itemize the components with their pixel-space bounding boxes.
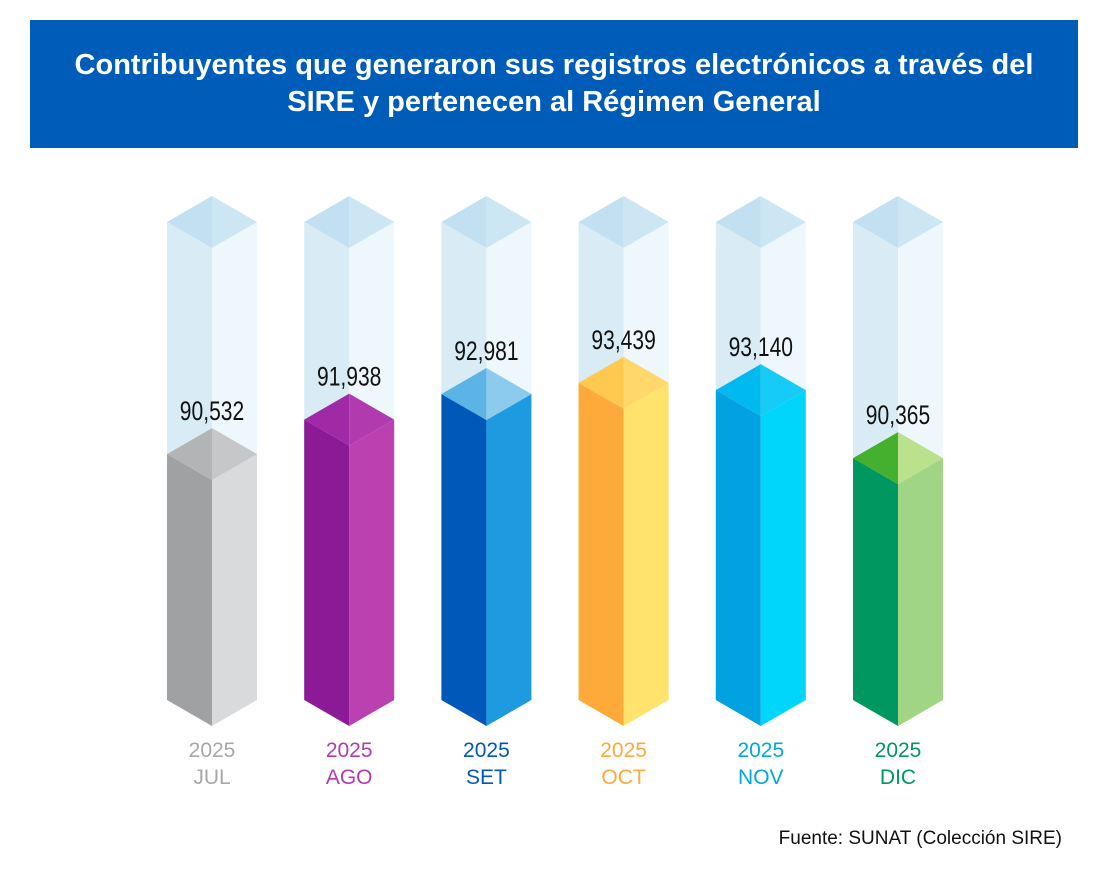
category-year-label: 2025 bbox=[600, 739, 647, 762]
bar-top-right bbox=[623, 356, 669, 409]
ghost-column-top-right bbox=[623, 196, 669, 248]
category-month-label: AGO bbox=[326, 766, 373, 789]
category-month-label: NOV bbox=[738, 766, 784, 789]
bar-side-face bbox=[898, 458, 943, 726]
bar-side-face bbox=[486, 394, 532, 726]
category-year-label: 2025 bbox=[463, 739, 510, 762]
bar-value-label: 91,938 bbox=[317, 362, 381, 392]
bar-value-label: 92,981 bbox=[454, 337, 518, 367]
category-month-label: SET bbox=[466, 766, 507, 789]
ghost-column-top-right bbox=[212, 196, 257, 248]
bar-value-label: 90,532 bbox=[180, 397, 244, 427]
bar-front-face bbox=[304, 419, 350, 726]
ghost-column-top-right bbox=[349, 196, 395, 248]
ghost-column-top-right bbox=[898, 196, 943, 248]
ghost-column-top-left bbox=[853, 196, 898, 248]
category-year-label: 2025 bbox=[326, 739, 373, 762]
category-month-label: OCT bbox=[601, 766, 646, 789]
chart-title: Contribuyentes que generaron sus registr… bbox=[74, 49, 1034, 118]
category-month-label: JUL bbox=[193, 766, 230, 789]
bar-top-right bbox=[349, 393, 395, 446]
bar-side-face bbox=[212, 454, 257, 726]
source-note: Fuente: SUNAT (Colección SIRE) bbox=[778, 828, 1062, 849]
ghost-column-top-left bbox=[578, 196, 624, 248]
category-year-label: 2025 bbox=[875, 739, 922, 762]
bar-side-face bbox=[623, 382, 669, 726]
bar-front-face bbox=[578, 382, 624, 726]
bar-side-face bbox=[349, 419, 395, 726]
bar-top-right bbox=[486, 368, 532, 421]
title-banner: Contribuyentes que generaron sus registr… bbox=[30, 20, 1078, 148]
ghost-column-top-right bbox=[486, 196, 532, 248]
category-year-label: 2025 bbox=[737, 739, 784, 762]
ghost-column-top-left bbox=[715, 196, 761, 248]
bar-top-right bbox=[898, 432, 943, 485]
ghost-column-top-left bbox=[304, 196, 350, 248]
bar-top-left bbox=[578, 356, 624, 409]
bar-top-left bbox=[304, 393, 350, 446]
bar-top-left bbox=[441, 368, 487, 421]
bar-front-face bbox=[167, 454, 212, 726]
bar-value-label: 93,140 bbox=[729, 333, 793, 363]
bar-top-right bbox=[212, 428, 257, 481]
bar-front-face bbox=[853, 458, 898, 726]
bar-top-left bbox=[715, 364, 761, 417]
bar-top-left bbox=[853, 432, 898, 485]
bar-front-face bbox=[715, 390, 761, 726]
bar-top-right bbox=[760, 364, 806, 417]
ghost-column-top-left bbox=[441, 196, 487, 248]
bar-value-label: 93,439 bbox=[591, 325, 655, 355]
ghost-column-top-left bbox=[167, 196, 212, 248]
bar-front-face bbox=[441, 394, 487, 726]
ghost-column-top-right bbox=[760, 196, 806, 248]
bar-value-label: 90,365 bbox=[866, 401, 930, 431]
bar-top-left bbox=[167, 428, 212, 481]
category-month-label: DIC bbox=[880, 766, 916, 789]
category-year-label: 2025 bbox=[189, 739, 236, 762]
bar-side-face bbox=[760, 390, 806, 726]
